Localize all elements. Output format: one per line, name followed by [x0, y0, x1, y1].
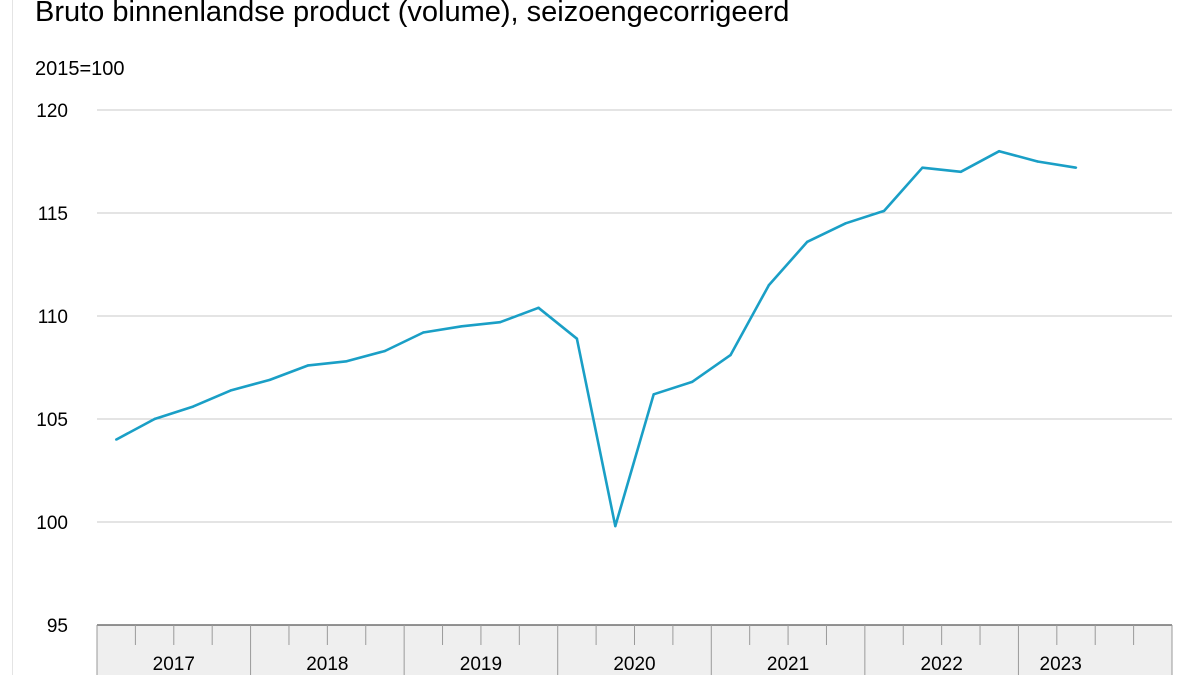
data-point-2023-Q2 [1074, 166, 1078, 169]
x-tick-label-2022: 2022 [921, 654, 963, 675]
data-point-2019-Q1 [422, 331, 425, 334]
data-point-2020-Q1 [575, 337, 579, 340]
y-tick-label: 95 [47, 616, 68, 637]
data-point-2022-Q3 [959, 170, 963, 173]
data-point-2020-Q2 [614, 524, 617, 528]
data-point-2022-Q2 [921, 166, 924, 169]
data-point-2017-Q1 [114, 438, 118, 441]
chart-frame [12, 0, 1200, 675]
x-tick-label-2020: 2020 [613, 654, 655, 675]
series-layer [114, 149, 1078, 528]
x-tick-label-2017: 2017 [153, 654, 195, 675]
y-axis: 95 100 105 110 115 120 [36, 101, 68, 637]
data-point-2018-Q2 [306, 364, 310, 367]
data-point-2020-Q3 [652, 393, 655, 396]
y-tick-label: 110 [38, 307, 68, 328]
data-point-2019-Q4 [537, 306, 540, 309]
data-point-2021-Q4 [844, 222, 847, 225]
x-tick-label-2021: 2021 [767, 654, 809, 675]
x-axis: 2017 2018 2019 2020 2021 2022 2023 [96, 624, 1173, 675]
data-point-2019-Q3 [498, 320, 502, 324]
x-tick-label-2019: 2019 [460, 654, 502, 675]
data-point-2018-Q1 [268, 378, 271, 382]
y-tick-label: 100 [36, 513, 68, 534]
data-point-2022-Q1 [882, 209, 886, 213]
x-tick-label-2018: 2018 [306, 654, 348, 675]
data-point-2021-Q2 [767, 283, 771, 287]
gridlines [97, 109, 1172, 523]
data-point-2017-Q4 [230, 388, 233, 392]
chart-title: Bruto binnenlandse product (volume), sei… [35, 0, 790, 28]
data-point-2018-Q3 [345, 360, 348, 363]
y-tick-label: 120 [36, 101, 68, 122]
data-point-2018-Q4 [383, 349, 387, 353]
data-point-2023-Q1 [1036, 160, 1039, 163]
series-line [115, 149, 1077, 528]
data-point-2021-Q1 [729, 353, 732, 357]
data-point-2022-Q4 [998, 150, 1001, 153]
x-tick-label-2023: 2023 [1040, 654, 1082, 675]
data-point-2021-Q3 [806, 240, 809, 244]
y-tick-label: 105 [36, 410, 68, 431]
data-point-2017-Q3 [191, 405, 195, 408]
data-point-2019-Q2 [460, 325, 463, 328]
chart-unit-label: 2015=100 [35, 58, 125, 80]
data-point-2020-Q4 [690, 380, 694, 384]
data-point-2017-Q2 [153, 417, 156, 421]
y-tick-label: 115 [38, 204, 68, 225]
